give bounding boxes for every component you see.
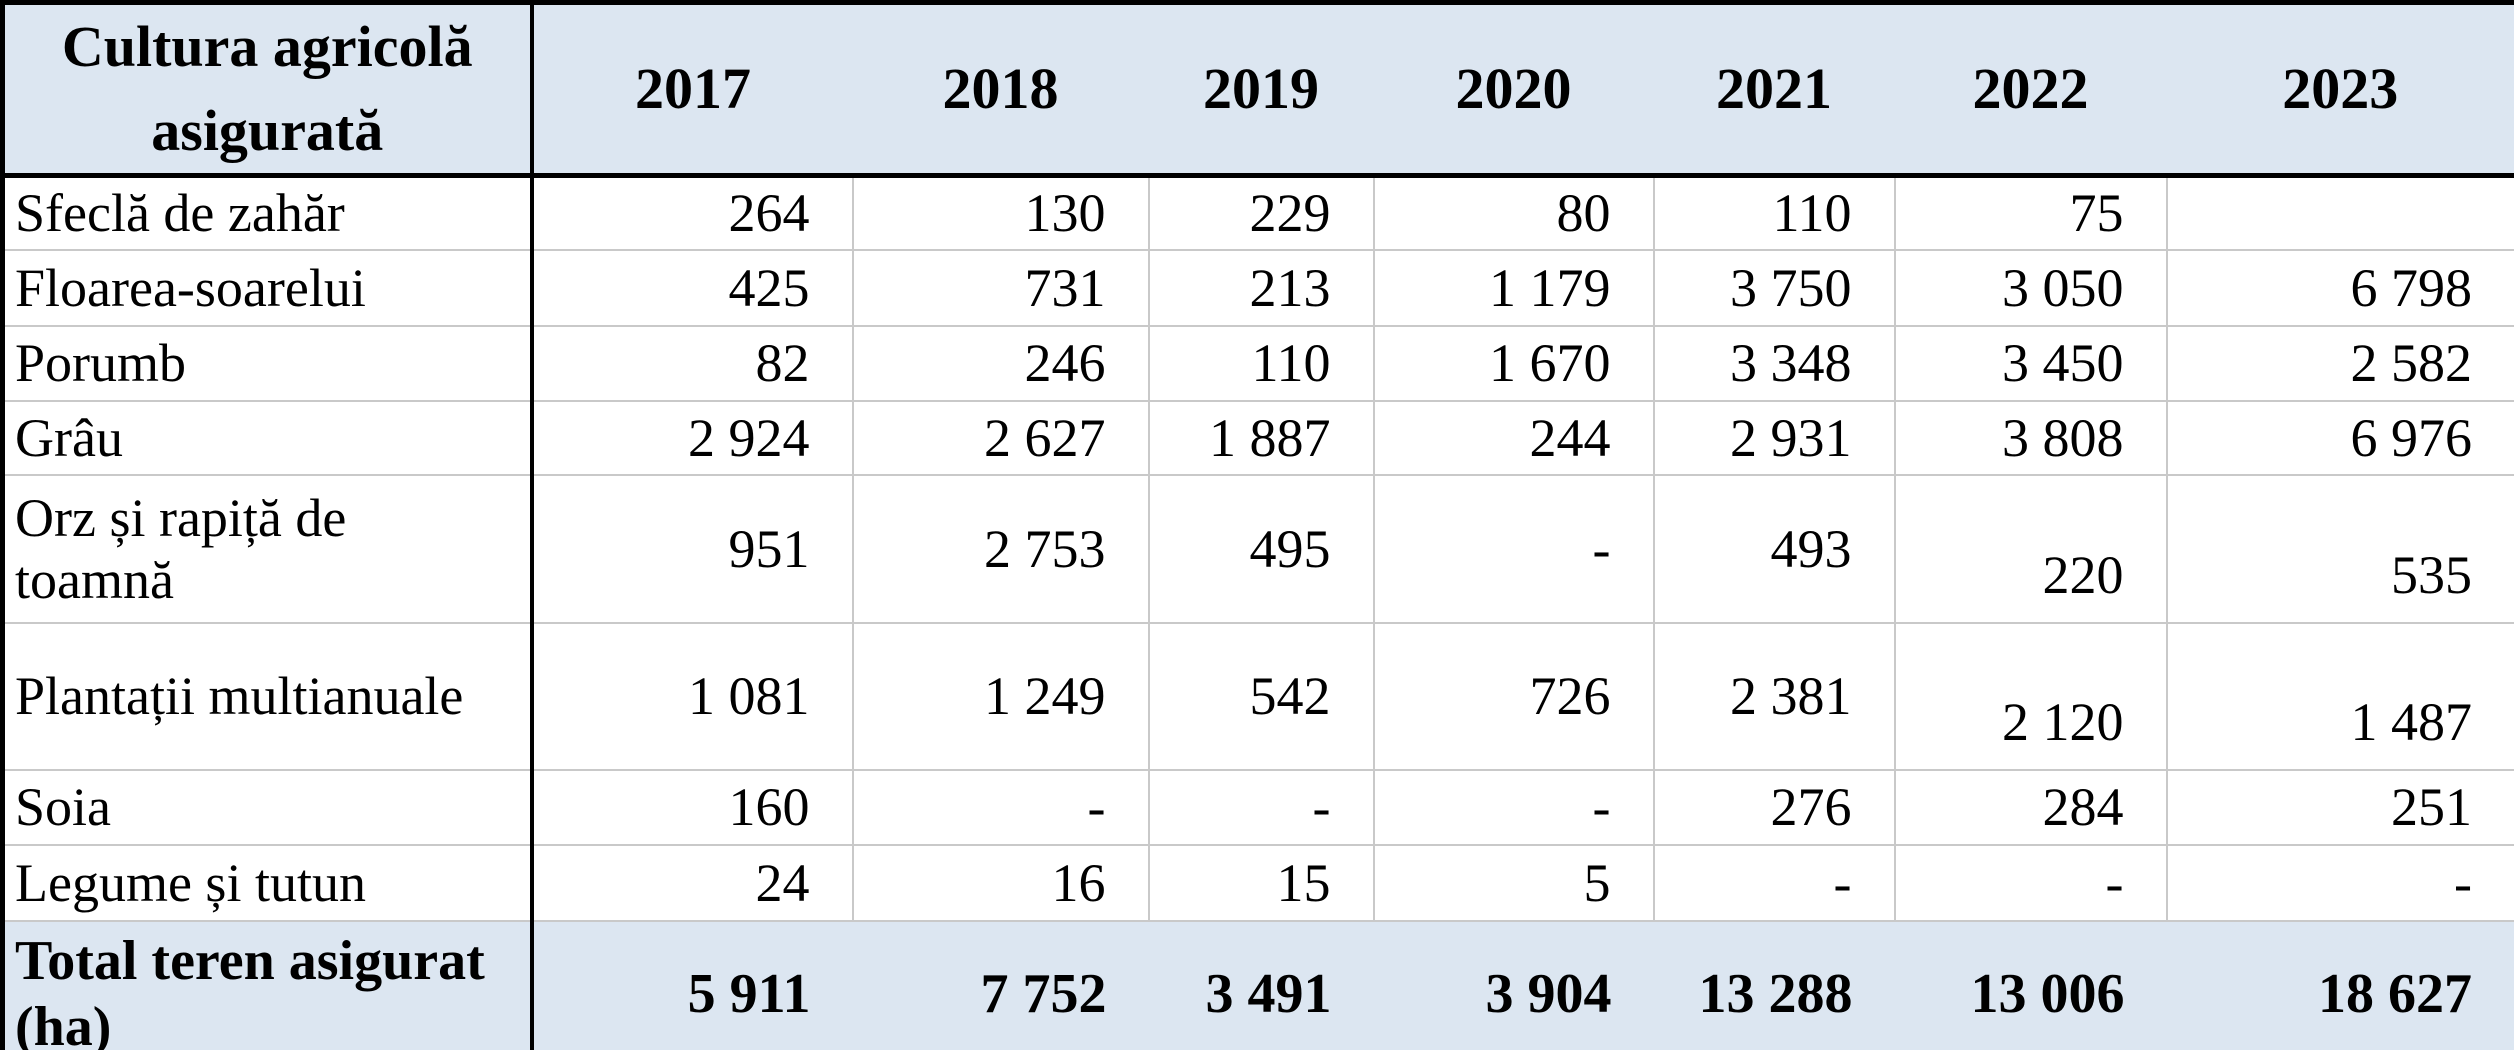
- total-row: Total teren asigurat (ha) 5 911 7 752 3 …: [2, 919, 2514, 1050]
- value-cell: 3 050: [1893, 248, 2167, 326]
- value-cell: 3 450: [1893, 324, 2167, 401]
- value-cell: 24: [529, 843, 853, 921]
- value-cell: 284: [1893, 768, 2167, 845]
- total-value-cell: 7 752: [852, 919, 1149, 1050]
- crop-row-grau: Grâu 2 924 2 627 1 887 244 2 931 3 808 6…: [2, 399, 2514, 475]
- value-cell: 82: [529, 324, 853, 401]
- crop-row-orz: Orz și rapiță de toamnă 951 2 753 495 - …: [2, 473, 2514, 623]
- value-cell: 425: [529, 248, 853, 326]
- crop-label: Grâu: [2, 399, 532, 475]
- total-value-cell: 18 627: [2166, 919, 2514, 1050]
- value-cell: 3 750: [1652, 248, 1895, 326]
- crop-row-legume: Legume și tutun 24 16 15 5 - - -: [2, 843, 2514, 921]
- value-cell: 731: [851, 248, 1149, 326]
- crop-label: Legume și tutun: [2, 843, 532, 921]
- crop-row-porumb: Porumb 82 246 110 1 670 3 348 3 450 2 58…: [2, 324, 2514, 401]
- header-cell-2019: 2019: [1148, 2, 1374, 179]
- value-cell: 542: [1147, 621, 1374, 770]
- header-cell-2017: 2017: [529, 2, 853, 179]
- crop-label: Porumb: [2, 324, 532, 401]
- crop-label: Soia: [2, 768, 532, 845]
- header-cell-2023: 2023: [2166, 2, 2514, 179]
- value-cell: 244: [1372, 399, 1654, 475]
- value-cell: 1 081: [529, 621, 853, 770]
- crop-row-sfecla: Sfeclă de zahăr 264 130 229 80 110 75: [2, 174, 2514, 250]
- value-cell: 75: [1893, 174, 2167, 250]
- crop-label: Plantații multianuale: [2, 621, 532, 770]
- crop-row-floarea: Floarea-soarelui 425 731 213 1 179 3 750…: [2, 248, 2514, 326]
- value-cell: 2 582: [2165, 324, 2514, 401]
- crop-label: Orz și rapiță de toamnă: [2, 473, 532, 623]
- value-cell: 6 976: [2165, 399, 2514, 475]
- total-value-cell: 13 288: [1653, 919, 1895, 1050]
- header-cell-crop: Cultura agricolă asigurată: [2, 2, 532, 179]
- value-cell: 2 120: [1893, 621, 2167, 770]
- value-cell: 110: [1147, 324, 1374, 401]
- value-cell: 110: [1652, 174, 1895, 250]
- value-cell: 951: [529, 473, 853, 623]
- value-cell: 493: [1652, 473, 1895, 623]
- value-cell: 2 753: [851, 473, 1149, 623]
- value-cell: 6 798: [2165, 248, 2514, 326]
- crop-row-plantatii: Plantații multianuale 1 081 1 249 542 72…: [2, 621, 2514, 770]
- crop-label: Sfeclă de zahăr: [2, 174, 532, 250]
- value-cell: 130: [851, 174, 1149, 250]
- crop-row-soia: Soia 160 - - - 276 284 251: [2, 768, 2514, 845]
- value-cell: 229: [1147, 174, 1374, 250]
- value-cell: 3 808: [1893, 399, 2167, 475]
- value-cell: -: [1652, 843, 1895, 921]
- value-cell: 160: [529, 768, 853, 845]
- value-cell: -: [1147, 768, 1374, 845]
- value-cell-empty: [2165, 174, 2514, 250]
- header-row: Cultura agricolă asigurată 2017 2018 201…: [2, 2, 2514, 179]
- total-value-cell: 13 006: [1894, 919, 2167, 1050]
- value-cell: 1 487: [2165, 621, 2514, 770]
- value-cell: 535: [2165, 473, 2514, 623]
- value-cell: 2 924: [529, 399, 853, 475]
- header-cell-2018: 2018: [852, 2, 1149, 179]
- value-cell: 264: [529, 174, 853, 250]
- total-label: Total teren asigurat (ha): [2, 919, 532, 1050]
- value-cell: 251: [2165, 768, 2514, 845]
- crop-label: Floarea-soarelui: [2, 248, 532, 326]
- value-cell: 15: [1147, 843, 1374, 921]
- total-value-cell: 3 491: [1148, 919, 1374, 1050]
- value-cell: 726: [1372, 621, 1654, 770]
- value-cell: 276: [1652, 768, 1895, 845]
- value-cell: 16: [851, 843, 1149, 921]
- value-cell: -: [1893, 843, 2167, 921]
- value-cell: -: [1372, 473, 1654, 623]
- value-cell: 1 249: [851, 621, 1149, 770]
- value-cell: 5: [1372, 843, 1654, 921]
- value-cell: 1 179: [1372, 248, 1654, 326]
- value-cell: -: [1372, 768, 1654, 845]
- value-cell: 2 931: [1652, 399, 1895, 475]
- header-cell-2021: 2021: [1653, 2, 1895, 179]
- value-cell: 495: [1147, 473, 1374, 623]
- value-cell: -: [2165, 843, 2514, 921]
- header-cell-2020: 2020: [1373, 2, 1654, 179]
- value-cell: 1 887: [1147, 399, 1374, 475]
- header-cell-2022: 2022: [1894, 2, 2167, 179]
- total-value-cell: 5 911: [529, 919, 853, 1050]
- value-cell: 246: [851, 324, 1149, 401]
- value-cell: 220: [1893, 473, 2167, 623]
- value-cell: 80: [1372, 174, 1654, 250]
- value-cell: 2 381: [1652, 621, 1895, 770]
- total-value-cell: 3 904: [1373, 919, 1654, 1050]
- value-cell: 213: [1147, 248, 1374, 326]
- value-cell: 2 627: [851, 399, 1149, 475]
- value-cell: 3 348: [1652, 324, 1895, 401]
- value-cell: 1 670: [1372, 324, 1654, 401]
- value-cell: -: [851, 768, 1149, 845]
